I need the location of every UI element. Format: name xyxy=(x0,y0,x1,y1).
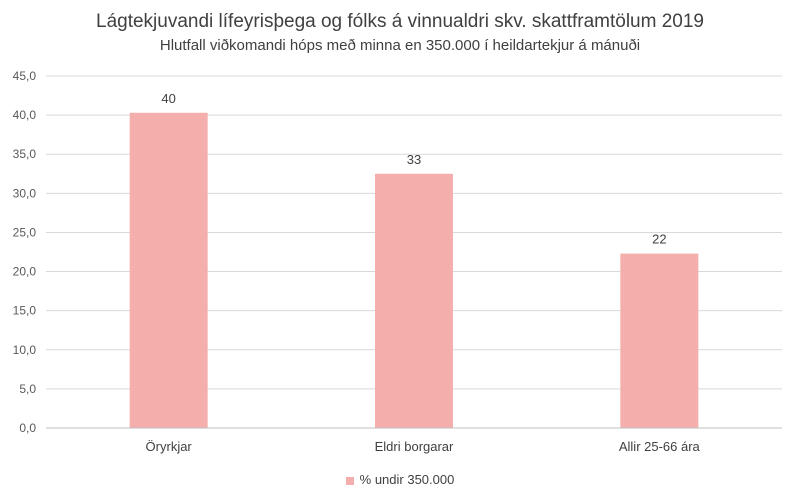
y-tick-label: 20,0 xyxy=(13,265,37,279)
y-tick-label: 35,0 xyxy=(13,147,37,161)
bar xyxy=(620,253,699,428)
legend-label: % undir 350.000 xyxy=(359,472,455,487)
y-tick-label: 15,0 xyxy=(13,304,37,318)
chart-title: Lágtekjuvandi lífeyrisþega og fólks á vi… xyxy=(96,11,704,32)
legend: % undir 350.000 xyxy=(0,472,800,487)
y-tick-label: 5,0 xyxy=(19,382,36,396)
x-tick-label: Öryrkjar xyxy=(146,439,193,454)
x-tick-label: Eldri borgarar xyxy=(375,439,454,454)
y-tick-label: 30,0 xyxy=(13,186,37,200)
y-tick-label: 45,0 xyxy=(13,69,37,83)
y-tick-label: 25,0 xyxy=(13,225,37,239)
data-label: 33 xyxy=(407,152,421,167)
bar xyxy=(129,112,208,429)
data-label: 22 xyxy=(652,232,666,247)
data-label: 40 xyxy=(161,91,175,106)
y-tick-label: 10,0 xyxy=(13,343,37,357)
bar xyxy=(375,173,453,428)
y-tick-label: 40,0 xyxy=(13,108,37,122)
chart-subtitle: Hlutfall viðkomandi hóps með minna en 35… xyxy=(159,37,641,54)
legend-swatch xyxy=(345,476,354,485)
x-tick-label: Allir 25-66 ára xyxy=(619,439,701,454)
y-tick-label: 0,0 xyxy=(19,421,36,435)
